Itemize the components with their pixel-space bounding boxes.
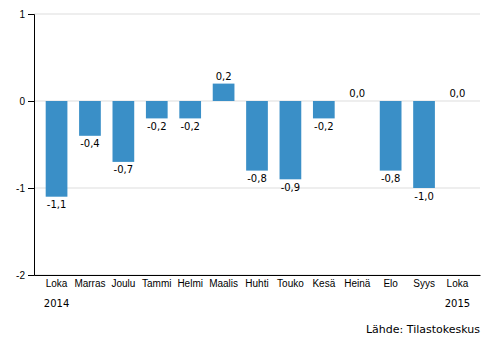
y-tick-label: 0 <box>19 96 25 107</box>
data-label: -0,8 <box>381 173 401 184</box>
y-tick-label: 1 <box>19 9 25 20</box>
x-tick: Loka <box>447 278 469 289</box>
y-tick: -1 <box>16 183 34 194</box>
bar <box>79 101 101 136</box>
y-tick-label: -1 <box>16 183 25 194</box>
y-tick-label: -2 <box>16 270 25 281</box>
annotation: 2014 <box>44 298 69 309</box>
x-tick-label: Huhti <box>245 278 268 289</box>
chart-container: -2 -1 0 1 Loka Marras Joulu Tammi Helmi Maalis Huh… <box>0 0 494 339</box>
x-tick-label: Kesä <box>312 278 335 289</box>
x-tick-label: Heinä <box>344 278 371 289</box>
y-tick-mark <box>28 101 34 102</box>
grid-line <box>34 188 480 189</box>
x-tick-label: Tammi <box>142 278 171 289</box>
y-tick-mark <box>28 14 34 15</box>
x-tick: Heinä <box>344 278 371 289</box>
y-tick-mark <box>28 275 34 276</box>
plot: -2 -1 0 1 Loka Marras Joulu Tammi Helmi Maalis Huh… <box>16 9 480 309</box>
data-label: -0,4 <box>80 138 100 149</box>
bar <box>280 101 302 179</box>
y-tick: -2 <box>16 270 34 281</box>
bar <box>179 101 201 118</box>
x-tick: Maalis <box>209 278 238 289</box>
data-label: -0,7 <box>114 164 134 175</box>
bar <box>313 101 335 118</box>
x-tick: Tammi <box>142 278 171 289</box>
data-label: 0,0 <box>349 88 365 99</box>
bar <box>213 84 235 101</box>
data-label: 0,2 <box>216 71 232 82</box>
x-tick: Syys <box>413 278 435 289</box>
bar <box>346 101 368 102</box>
x-tick-label: Elo <box>383 278 398 289</box>
y-axis-line <box>28 15 35 276</box>
data-labels: -1,1 -0,4 -0,7 -0,2 -0,2 0,2 -0,8 -0,9 -0,2 0,0 -0… <box>47 71 466 211</box>
data-label: -0,2 <box>314 121 334 132</box>
data-label: -1,1 <box>47 199 67 210</box>
x-tick: Kesä <box>312 278 335 289</box>
grid-line <box>34 275 480 276</box>
y-tick: 1 <box>19 9 34 20</box>
bar <box>46 101 68 197</box>
x-tick: Loka <box>46 278 68 289</box>
bar <box>380 101 402 171</box>
data-label: 0,0 <box>449 88 465 99</box>
bar <box>113 101 135 162</box>
x-tick-label: Helmi <box>177 278 203 289</box>
chart-svg: -2 -1 0 1 Loka Marras Joulu Tammi Helmi Maalis Huh… <box>0 0 494 339</box>
bar <box>447 101 469 102</box>
data-label: -0,2 <box>180 121 200 132</box>
source: Lähde: Tilastokeskus <box>366 323 480 336</box>
x-tick-label: Joulu <box>111 278 135 289</box>
x-tick: Huhti <box>245 278 268 289</box>
y-tick: 0 <box>19 96 34 107</box>
x-tick: Touko <box>277 278 304 289</box>
x-tick-label: Loka <box>46 278 68 289</box>
x-axis: Loka Marras Joulu Tammi Helmi Maalis Huhti Touk… <box>35 276 481 290</box>
grid <box>34 14 480 275</box>
y-tick-mark <box>28 188 34 189</box>
data-label: -0,8 <box>247 173 267 184</box>
bar <box>146 101 168 118</box>
data-label: -0,9 <box>281 182 301 193</box>
x-tick: Marras <box>74 278 105 289</box>
x-tick: Helmi <box>177 278 203 289</box>
x-tick-label: Marras <box>74 278 105 289</box>
x-tick-label: Loka <box>447 278 469 289</box>
annotation: 2015 <box>445 298 470 309</box>
bars <box>46 84 435 197</box>
grid-line <box>34 14 480 15</box>
data-label: -0,2 <box>147 121 167 132</box>
data-label: -1,0 <box>414 191 434 202</box>
x-tick: Elo <box>383 278 398 289</box>
x-tick-label: Touko <box>277 278 304 289</box>
x-tick: Joulu <box>111 278 135 289</box>
bar <box>246 101 268 171</box>
y-axis: -2 -1 0 1 <box>16 9 34 281</box>
x-tick-label: Maalis <box>209 278 238 289</box>
x-tick-label: Syys <box>413 278 435 289</box>
x-axis-line <box>35 275 481 276</box>
bar <box>413 101 435 188</box>
